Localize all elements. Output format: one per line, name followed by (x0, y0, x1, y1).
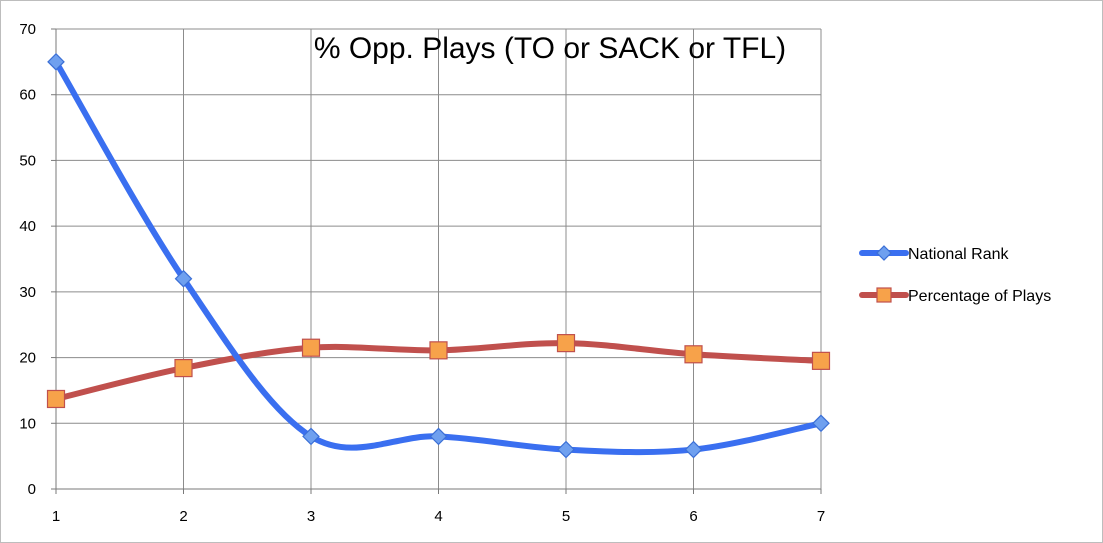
y-tick-label: 10 (19, 415, 36, 432)
legend-marker (876, 245, 892, 261)
legend: National Rank Percentage of Plays (859, 245, 1051, 305)
data-point-national-rank (812, 414, 830, 433)
axes (51, 28, 822, 494)
data-point-percentage-of-plays (301, 338, 321, 357)
legend-item-percentage-of-plays: Percentage of Plays (859, 287, 1051, 305)
y-tick-label: 20 (19, 350, 36, 367)
y-axis-tick-labels: 0 10 20 30 40 50 60 70 (19, 21, 36, 498)
y-tick-label: 50 (19, 152, 36, 169)
legend-item-national-rank: National Rank (859, 245, 1010, 263)
data-point-national-rank (174, 269, 193, 288)
legend-label: Percentage of Plays (908, 288, 1051, 305)
x-tick-label: 5 (562, 508, 570, 525)
x-tick-label: 2 (179, 508, 187, 525)
data-point-national-rank (302, 427, 320, 446)
data-point-national-rank (47, 53, 65, 71)
chart-title: % Opp. Plays (TO or SACK or TFL) (314, 32, 786, 65)
data-point-percentage-of-plays (684, 345, 703, 364)
x-tick-label: 7 (817, 508, 825, 525)
data-point-percentage-of-plays (46, 389, 66, 409)
y-tick-label: 40 (19, 218, 36, 235)
y-tick-label: 60 (19, 87, 36, 104)
series-national-rank (47, 53, 830, 459)
x-tick-label: 4 (434, 508, 442, 525)
data-point-percentage-of-plays (556, 334, 576, 353)
x-tick-label: 6 (689, 508, 697, 525)
y-tick-label: 30 (19, 284, 36, 301)
data-point-national-rank (429, 427, 448, 446)
y-tick-label: 0 (28, 481, 36, 498)
series-percentage-of-plays (46, 334, 831, 409)
x-axis-tick-labels: 1 2 3 4 5 6 7 (52, 508, 825, 525)
series (46, 53, 831, 459)
data-point-national-rank (684, 440, 703, 459)
grid (56, 28, 822, 489)
legend-marker (876, 287, 892, 303)
x-tick-label: 3 (307, 508, 315, 525)
data-point-percentage-of-plays (811, 351, 831, 370)
data-point-national-rank (557, 440, 575, 459)
legend-label: National Rank (908, 246, 1010, 263)
data-point-percentage-of-plays (429, 341, 448, 360)
data-point-percentage-of-plays (174, 358, 193, 378)
x-tick-label: 1 (52, 508, 60, 525)
y-tick-label: 70 (19, 21, 36, 38)
